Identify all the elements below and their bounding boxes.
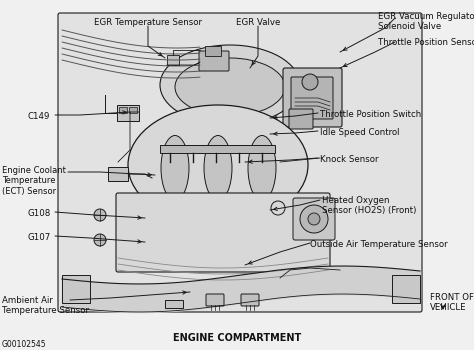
Text: FRONT OF
VEHICLE: FRONT OF VEHICLE	[430, 293, 474, 313]
Bar	[62, 275, 90, 303]
Bar	[108, 167, 128, 181]
FancyBboxPatch shape	[283, 68, 342, 127]
FancyBboxPatch shape	[293, 198, 335, 240]
Text: G108: G108	[28, 209, 51, 218]
Circle shape	[300, 205, 328, 233]
Text: Throttle Position Switch: Throttle Position Switch	[320, 110, 421, 119]
FancyBboxPatch shape	[58, 13, 422, 312]
Bar	[165, 300, 183, 308]
Text: EGR Vacuum Regulator: EGR Vacuum Regulator	[378, 12, 474, 21]
Text: Outside Air Temperature Sensor: Outside Air Temperature Sensor	[310, 240, 447, 249]
Text: C149: C149	[28, 112, 50, 121]
Bar	[129, 107, 137, 113]
FancyBboxPatch shape	[116, 193, 330, 272]
Ellipse shape	[175, 58, 285, 116]
FancyBboxPatch shape	[289, 109, 313, 129]
Text: G107: G107	[28, 233, 51, 242]
Text: G00102545: G00102545	[2, 340, 46, 349]
FancyBboxPatch shape	[241, 294, 259, 306]
Text: Ambient Air
Temperature Sensor: Ambient Air Temperature Sensor	[2, 296, 89, 315]
Circle shape	[302, 74, 318, 90]
Circle shape	[94, 209, 106, 221]
FancyBboxPatch shape	[206, 294, 224, 306]
Text: ENGINE COMPARTMENT: ENGINE COMPARTMENT	[173, 333, 301, 343]
Ellipse shape	[161, 135, 189, 201]
Ellipse shape	[160, 45, 300, 125]
Ellipse shape	[128, 105, 308, 225]
Text: Solenoid Valve: Solenoid Valve	[378, 22, 441, 31]
Bar	[160, 145, 275, 153]
Text: Heated Oxygen
Sensor (HO2S) (Front): Heated Oxygen Sensor (HO2S) (Front)	[322, 196, 416, 215]
Bar	[392, 275, 420, 303]
FancyBboxPatch shape	[291, 77, 333, 119]
Ellipse shape	[248, 135, 276, 201]
Circle shape	[94, 234, 106, 246]
Bar	[167, 55, 179, 65]
Text: Idle Speed Control: Idle Speed Control	[320, 128, 400, 137]
Bar	[117, 105, 139, 121]
Bar	[119, 107, 127, 113]
Text: Throttle Position Sensor: Throttle Position Sensor	[378, 38, 474, 47]
Text: Knock Sensor: Knock Sensor	[320, 155, 379, 164]
Text: Engine Coolant
Temperature
(ECT) Sensor: Engine Coolant Temperature (ECT) Sensor	[2, 166, 66, 196]
Text: EGR Temperature Sensor: EGR Temperature Sensor	[94, 18, 202, 27]
Text: EGR Valve: EGR Valve	[236, 18, 280, 27]
Circle shape	[308, 213, 320, 225]
FancyBboxPatch shape	[199, 51, 229, 71]
Bar	[205, 46, 221, 56]
Ellipse shape	[204, 135, 232, 201]
